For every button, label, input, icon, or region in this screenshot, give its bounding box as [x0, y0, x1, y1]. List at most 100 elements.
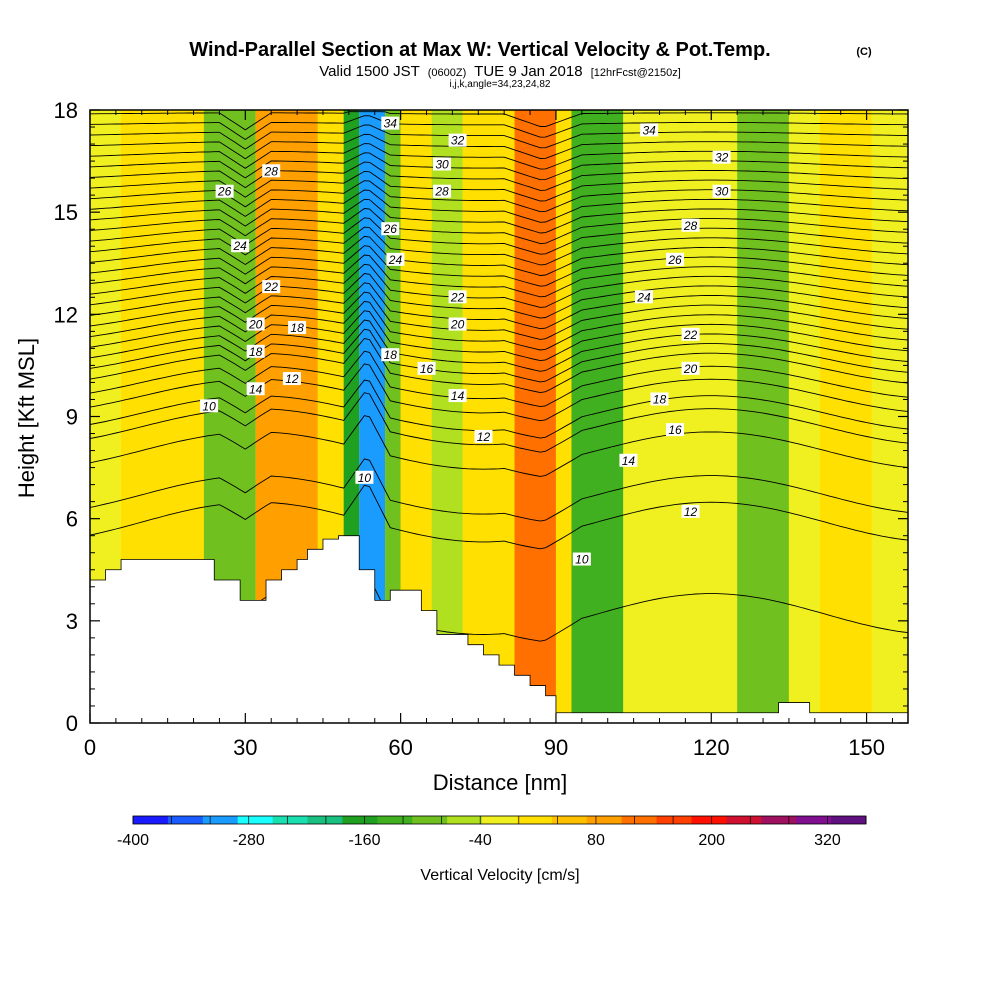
theta-label-bg — [640, 123, 659, 137]
theta-label: 28 — [434, 185, 449, 199]
theta-label: 12 — [684, 505, 698, 519]
theta-contour-line — [90, 392, 908, 453]
theta-label: 14 — [622, 454, 636, 468]
colorbar-swatch — [412, 816, 448, 824]
theta-label-bg — [282, 372, 301, 386]
terrain-profile — [89, 535, 909, 724]
x-tick-label: 60 — [388, 735, 412, 760]
theta-label: 10 — [358, 471, 372, 485]
theta-contour-line — [90, 161, 908, 191]
y-tick-label: 9 — [66, 405, 78, 430]
x-tick-label: 30 — [233, 735, 257, 760]
theta-label-bg — [666, 252, 685, 266]
theta-label-bg — [448, 317, 467, 331]
theta-label-bg — [417, 361, 436, 375]
theta-label-bg — [381, 116, 400, 130]
theta-label-bg — [619, 453, 638, 467]
theta-label-bg — [572, 552, 591, 566]
theta-contour-line — [90, 133, 908, 160]
colorbar-swatch — [761, 816, 797, 824]
theta-contour-line — [90, 111, 908, 131]
theta-label: 22 — [683, 328, 698, 342]
colorbar-tick-label: 320 — [814, 832, 841, 849]
theta-label: 26 — [217, 185, 232, 199]
colorbar-swatch — [656, 816, 692, 824]
velocity-band — [819, 110, 872, 723]
theta-contour-line — [90, 208, 908, 245]
theta-label-bg — [262, 280, 281, 294]
colorbar-swatch — [621, 816, 657, 824]
x-axis-label: Distance [nm] — [433, 770, 568, 795]
colorbar-swatch — [551, 816, 588, 824]
theta-label-bg — [215, 184, 234, 198]
theta-label: 20 — [248, 318, 263, 332]
y-tick-label: 12 — [54, 302, 78, 327]
theta-contour-line — [90, 217, 908, 255]
velocity-band — [675, 110, 738, 723]
x-tick-label: 0 — [84, 735, 96, 760]
theta-label: 34 — [642, 123, 656, 137]
theta-contour-line — [90, 291, 908, 340]
colorbar-swatch — [272, 816, 308, 824]
theta-label: 16 — [668, 423, 682, 437]
theta-label: 18 — [653, 392, 667, 406]
theta-label-bg — [433, 184, 452, 198]
theta-label: 10 — [202, 399, 216, 413]
terrain-mask — [89, 535, 909, 724]
theta-contour-line — [90, 328, 908, 383]
theta-label-bg — [681, 504, 700, 518]
theta-label: 14 — [451, 389, 465, 403]
theta-contour-line — [90, 273, 908, 319]
colorbar-swatch — [831, 816, 867, 824]
theta-label: 14 — [249, 382, 263, 396]
theta-contour-line — [90, 245, 908, 287]
theta-label-bg — [246, 344, 265, 358]
theta-contour-line — [90, 235, 908, 276]
theta-label-bg — [712, 184, 731, 198]
theta-label: 24 — [232, 239, 247, 253]
theta-label-bg — [355, 470, 374, 484]
colorbar-swatch — [691, 816, 727, 824]
theta-label: 32 — [451, 134, 465, 148]
theta-label-bg — [474, 429, 493, 443]
theta-label-bg — [448, 133, 467, 147]
subtitle-date: TUE 9 Jan 2018 — [474, 63, 582, 80]
theta-contour-line — [90, 338, 908, 394]
y-tick-label: 6 — [66, 507, 78, 532]
theta-label: 10 — [575, 553, 589, 567]
theta-label: 18 — [384, 348, 398, 362]
velocity-band — [623, 110, 676, 723]
y-tick-label: 0 — [66, 711, 78, 736]
theta-contour-line — [90, 458, 908, 522]
theta-label-bg — [448, 290, 467, 304]
theta-label-bg — [262, 164, 281, 178]
y-tick-label: 15 — [54, 200, 78, 225]
colorbar-swatch — [586, 816, 623, 824]
theta-contour-line — [90, 152, 908, 181]
theta-label: 34 — [384, 117, 398, 131]
colorbar-tick-label: -40 — [469, 832, 492, 849]
theta-label-bg — [681, 327, 700, 341]
colorbar-swatch — [202, 816, 239, 824]
theta-contour-line — [90, 363, 908, 422]
theta-label-bg — [634, 290, 653, 304]
theta-label: 16 — [420, 362, 434, 376]
velocity-band — [555, 110, 572, 723]
chart-subtitle: Valid 1500 JST (0600Z) TUE 9 Jan 2018 [1… — [319, 63, 681, 80]
theta-label-bg — [433, 157, 452, 171]
colorbar-swatch — [167, 816, 204, 824]
theta-contour-line — [90, 300, 908, 351]
theta-label: 22 — [264, 280, 279, 294]
theta-contour-line — [90, 415, 908, 477]
theta-label-bg — [231, 239, 250, 253]
theta-label: 30 — [435, 157, 449, 171]
theta-contour-line — [90, 350, 908, 408]
colorbar-swatch — [342, 816, 378, 824]
theta-label-bg — [381, 348, 400, 362]
y-axis-label: Height [Kft MSL] — [14, 338, 39, 498]
theta-label: 22 — [450, 290, 465, 304]
theta-label-bg — [681, 218, 700, 232]
theta-label-bg — [681, 361, 700, 375]
